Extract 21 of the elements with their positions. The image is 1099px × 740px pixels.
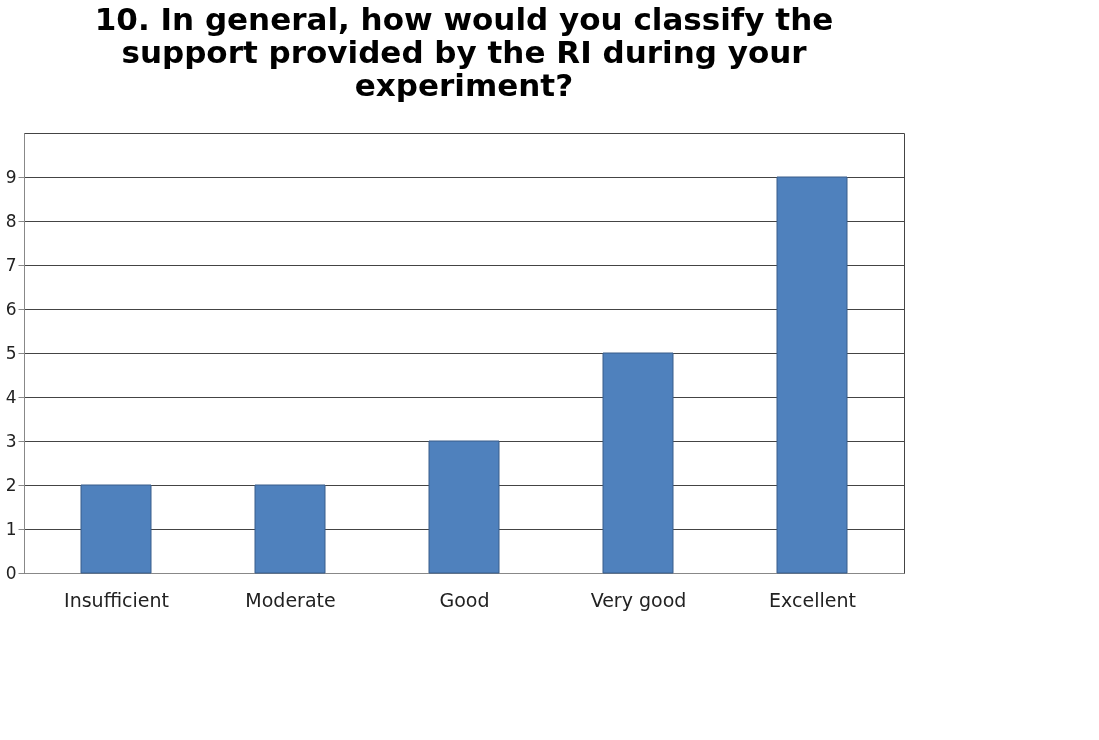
y-tick-label: 1 bbox=[5, 518, 17, 539]
y-tick-label: 9 bbox=[5, 166, 17, 187]
x-tick-label: Moderate bbox=[245, 588, 336, 611]
y-tick-label: 3 bbox=[5, 430, 17, 451]
bar bbox=[776, 176, 848, 574]
y-tick-label: 8 bbox=[5, 210, 17, 231]
bar bbox=[602, 352, 674, 574]
y-tick-label: 7 bbox=[5, 254, 17, 275]
y-tick-label: 0 bbox=[5, 562, 17, 583]
x-tick-label: Insufficient bbox=[64, 588, 169, 611]
x-tick-label: Excellent bbox=[769, 588, 856, 611]
y-tick-label: 6 bbox=[5, 298, 17, 319]
y-tick-label: 5 bbox=[5, 342, 17, 363]
bar bbox=[80, 484, 152, 574]
bar bbox=[428, 440, 500, 574]
bar bbox=[254, 484, 326, 574]
chart-title: 10. In general, how would you classify the support provided by the RI during your experiment? bbox=[94, 1, 834, 103]
x-tick-label: Good bbox=[439, 588, 490, 611]
y-tick-label: 4 bbox=[5, 386, 17, 407]
y-tick-label: 2 bbox=[5, 474, 17, 495]
x-tick-label: Very good bbox=[590, 588, 687, 611]
